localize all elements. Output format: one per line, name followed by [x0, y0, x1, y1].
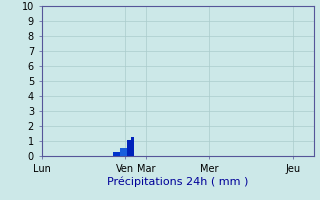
Bar	[127, 140, 131, 156]
Bar	[116, 152, 120, 156]
Bar	[124, 148, 127, 156]
Bar	[131, 137, 134, 156]
Bar	[113, 152, 116, 156]
Bar	[120, 148, 124, 156]
X-axis label: Précipitations 24h ( mm ): Précipitations 24h ( mm )	[107, 176, 248, 187]
